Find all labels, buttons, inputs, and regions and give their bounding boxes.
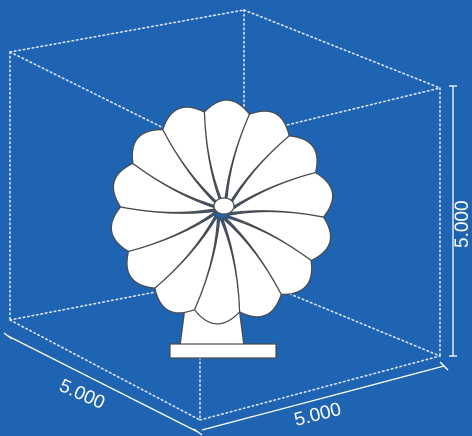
height-dimension-line — [449, 85, 457, 357]
dimension-lines — [3, 85, 457, 436]
model-petal — [203, 99, 251, 207]
depth-dimension-line — [3, 332, 203, 436]
model-petal — [131, 128, 220, 208]
model-hub — [213, 197, 235, 215]
model-petal — [224, 216, 313, 296]
model-petal — [226, 211, 332, 262]
model-petals — [110, 99, 334, 325]
model-petal — [193, 217, 241, 325]
model-petal — [112, 162, 218, 213]
model-petal — [227, 135, 318, 211]
model-petal — [227, 172, 334, 218]
width-dimension-line — [201, 361, 449, 431]
model-petal — [225, 110, 290, 209]
model-petal — [126, 213, 217, 289]
model-petal — [154, 215, 219, 314]
model-base-plate — [169, 343, 277, 359]
model-petal — [110, 206, 217, 252]
model-object[interactable] — [110, 99, 334, 359]
model-petal — [221, 217, 282, 318]
depth-dimension-label: 5.000 — [56, 375, 108, 414]
height-dimension-label: 5.000 — [452, 200, 472, 248]
model-petal — [162, 106, 223, 207]
